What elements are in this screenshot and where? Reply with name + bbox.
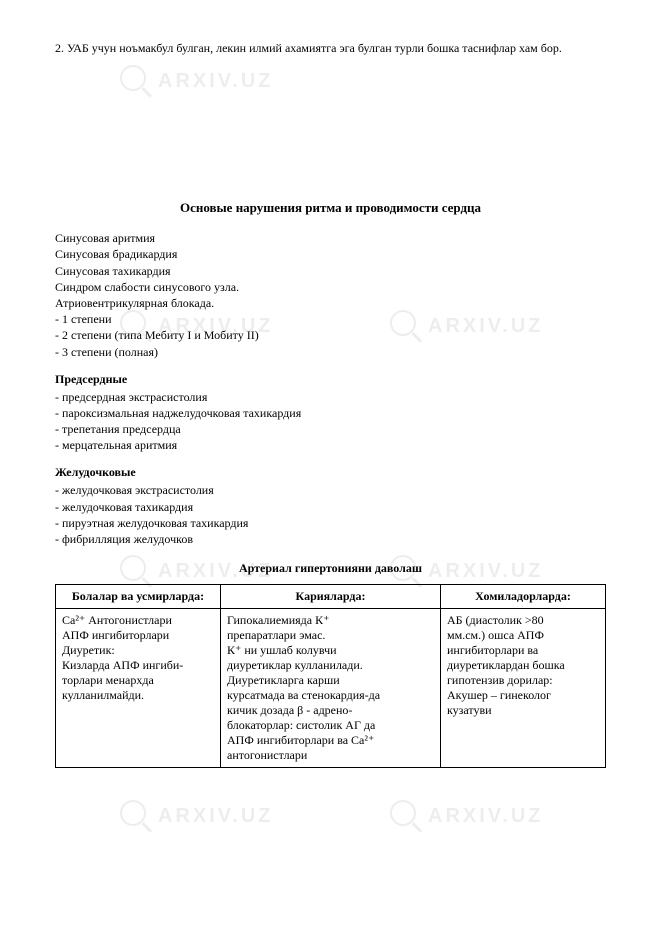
list-item: - 2 степени (типа Мебиту I и Мобиту II) [55, 327, 606, 343]
table-cell: Гипокалиемияда К⁺препаратлари эмас.К⁺ ни… [221, 609, 441, 768]
watermark: ARXIV.UZ [390, 800, 544, 832]
intro-paragraph: 2. УАБ учун ноъмакбул булган, лекин илми… [55, 40, 606, 56]
table-row: Са²⁺ АнтогонистлариАПФ ингибиторлариДиур… [56, 609, 606, 768]
list-block-3: Желудочковые - желудочковая экстрасистол… [55, 465, 606, 547]
table-header-row: Болалар ва усмирларда: Карияларда: Хомил… [56, 585, 606, 609]
treatment-table: Болалар ва усмирларда: Карияларда: Хомил… [55, 584, 606, 768]
table-header: Карияларда: [221, 585, 441, 609]
list-item: - мерцательная аритмия [55, 437, 606, 453]
list-item: - желудочковая тахикардия [55, 499, 606, 515]
list-item: - желудочковая экстрасистолия [55, 482, 606, 498]
table-heading: Артериал гипертонияни даволаш [55, 561, 606, 576]
list-item: Атриовентрикулярная блокада. [55, 295, 606, 311]
list-item: - 3 степени (полная) [55, 344, 606, 360]
section-title: Желудочковые [55, 465, 606, 480]
list-item: - пируэтная желудочковая тахикардия [55, 515, 606, 531]
list-item: Синусовая аритмия [55, 230, 606, 246]
list-item: - предсердная экстрасистолия [55, 389, 606, 405]
table-header: Хомиладорларда: [441, 585, 606, 609]
list-block-1: Синусовая аритмия Синусовая брадикардия … [55, 230, 606, 360]
section-title: Предсердные [55, 372, 606, 387]
watermark: ARXIV.UZ [120, 800, 274, 832]
list-item: Синусовая тахикардия [55, 263, 606, 279]
table-header: Болалар ва усмирларда: [56, 585, 221, 609]
list-block-2: Предсердные - предсердная экстрасистолия… [55, 372, 606, 454]
list-item: - пароксизмальная наджелудочковая тахика… [55, 405, 606, 421]
list-item: Синдром слабости синусового узла. [55, 279, 606, 295]
list-item: - фибрилляция желудочков [55, 531, 606, 547]
table-cell: Са²⁺ АнтогонистлариАПФ ингибиторлариДиур… [56, 609, 221, 768]
table-cell: АБ (диастолик >80мм.см.) ошса АПФингибит… [441, 609, 606, 768]
list-item: - трепетания предсердца [55, 421, 606, 437]
list-item: Синусовая брадикардия [55, 246, 606, 262]
main-heading: Основые нарушения ритма и проводимости с… [55, 200, 606, 216]
list-item: - 1 степени [55, 311, 606, 327]
